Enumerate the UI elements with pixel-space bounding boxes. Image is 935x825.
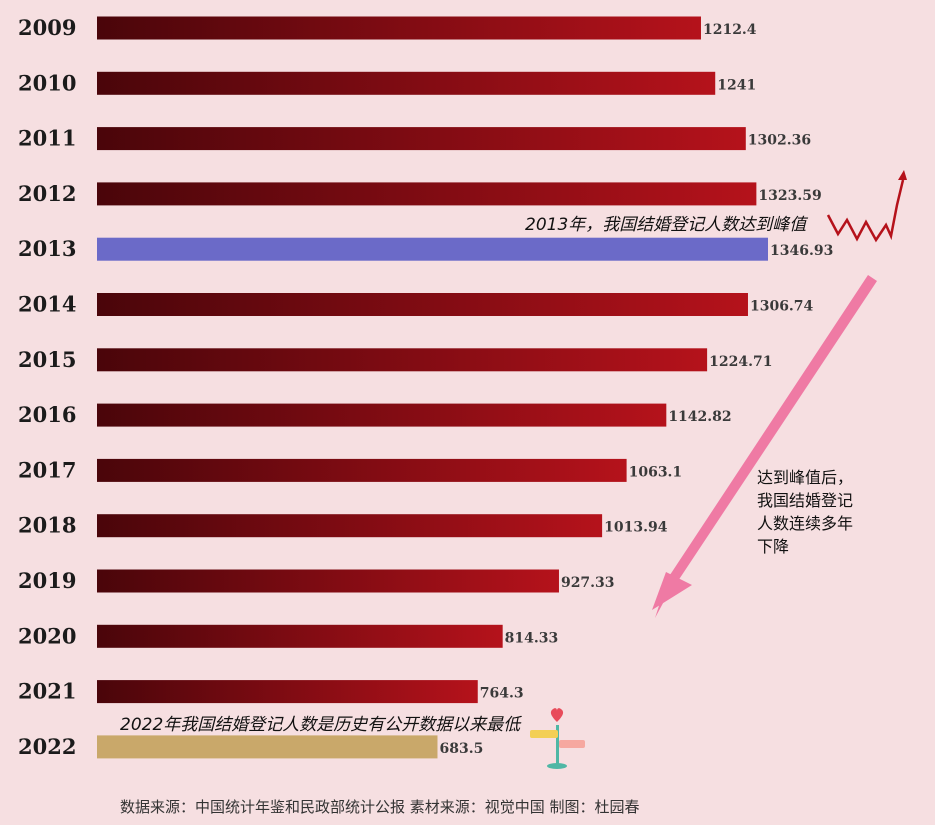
year-label-2020: 2020 — [18, 623, 76, 648]
decline-note-line2: 我国结婚登记 — [757, 491, 853, 510]
value-label-2012: 1323.59 — [758, 188, 821, 204]
year-label-2010: 2010 — [18, 70, 76, 95]
bar-2022 — [97, 735, 438, 759]
bar-2010 — [97, 71, 716, 95]
value-label-2014: 1306.74 — [750, 299, 814, 315]
decline-arrow-icon — [652, 275, 877, 618]
value-label-2021: 764.3 — [480, 686, 524, 702]
peak-annotation: 2013年，我国结婚登记人数达到峰值 — [525, 215, 808, 235]
bar-2016 — [97, 403, 667, 427]
value-label-2011: 1302.36 — [748, 133, 811, 149]
decline-note-line1: 达到峰值后， — [757, 468, 853, 487]
arrowhead-up-icon — [898, 170, 907, 180]
zigzag-up-icon — [826, 179, 905, 243]
value-label-2009: 1212.4 — [703, 22, 757, 38]
bar-2017 — [97, 458, 627, 482]
bar-2018 — [97, 514, 603, 538]
value-label-2022: 683.5 — [439, 741, 483, 757]
year-label-2013: 2013 — [18, 236, 76, 261]
bar-2012 — [97, 182, 757, 206]
value-label-2020: 814.33 — [505, 630, 559, 646]
decline-note-line3: 人数连续多年 — [757, 514, 853, 533]
bar-2011 — [97, 127, 746, 151]
bar-2015 — [97, 348, 708, 372]
year-label-2011: 2011 — [18, 126, 76, 151]
bar-2020 — [97, 624, 503, 648]
year-label-2009: 2009 — [18, 15, 76, 40]
year-label-2015: 2015 — [18, 347, 76, 372]
year-label-2022: 2022 — [18, 734, 76, 759]
year-label-2012: 2012 — [18, 181, 76, 206]
year-label-2017: 2017 — [18, 457, 76, 482]
value-label-2010: 1241 — [717, 77, 756, 93]
year-label-2014: 2014 — [18, 292, 76, 317]
value-label-2015: 1224.71 — [709, 354, 772, 370]
source-footer: 数据来源：中国统计年鉴和民政部统计公报 素材来源：视觉中国 制图：杜园春 — [120, 798, 640, 816]
value-label-2019: 927.33 — [561, 575, 615, 591]
lowest-annotation: 2022年我国结婚登记人数是历史有公开数据以来最低 — [120, 715, 522, 735]
value-label-2016: 1142.82 — [668, 409, 731, 425]
bar-2014 — [97, 293, 748, 316]
decline-note-line4: 下降 — [757, 537, 789, 556]
year-label-2019: 2019 — [18, 568, 76, 593]
bar-2009 — [97, 16, 701, 40]
year-label-2016: 2016 — [18, 402, 76, 427]
bar-2021 — [97, 680, 478, 704]
bar-2019 — [97, 569, 559, 593]
year-label-2021: 2021 — [18, 679, 76, 704]
signpost-heart-icon — [530, 708, 585, 769]
bar-2013 — [97, 237, 768, 261]
value-label-2013: 1346.93 — [770, 243, 833, 259]
value-label-2017: 1063.1 — [629, 464, 683, 480]
value-label-2018: 1013.94 — [604, 520, 668, 536]
year-label-2018: 2018 — [18, 513, 76, 538]
